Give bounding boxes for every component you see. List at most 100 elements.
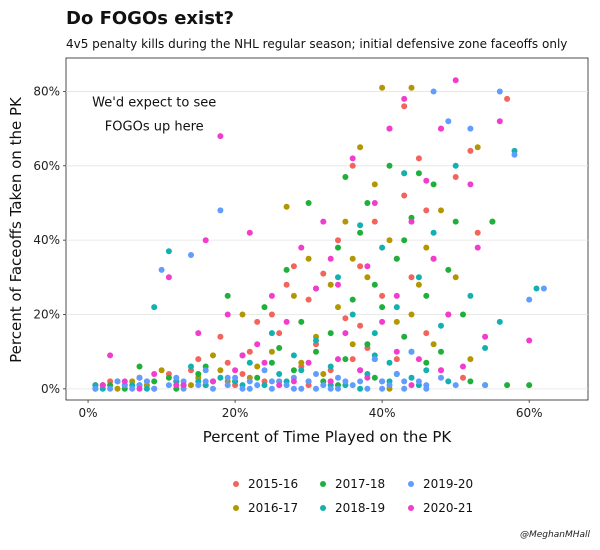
- data-point: [246, 378, 253, 385]
- data-point: [313, 371, 319, 377]
- data-point: [224, 382, 231, 389]
- data-point: [217, 333, 224, 340]
- data-point: [467, 378, 474, 385]
- data-point: [158, 367, 165, 374]
- data-point: [327, 385, 334, 392]
- data-point: [143, 385, 150, 392]
- data-point: [268, 330, 275, 337]
- annotation-line-1: We'd expect to see: [92, 95, 216, 110]
- data-point: [276, 330, 283, 337]
- data-point: [342, 315, 349, 322]
- data-point: [423, 359, 430, 366]
- data-point: [386, 237, 393, 244]
- x-tick-label: 40%: [369, 406, 396, 420]
- data-point: [357, 367, 364, 374]
- data-point: [114, 385, 121, 392]
- data-point: [305, 200, 312, 206]
- data-point: [268, 311, 275, 318]
- data-point: [349, 356, 356, 363]
- data-point: [415, 274, 422, 281]
- data-point: [232, 374, 239, 381]
- data-point: [467, 147, 474, 154]
- data-point: [313, 285, 319, 292]
- data-point: [327, 281, 334, 288]
- data-point: [408, 84, 415, 91]
- data-point: [335, 281, 341, 288]
- legend-label: 2020-21: [423, 501, 473, 515]
- legend-label: 2016-17: [248, 501, 298, 515]
- data-point: [246, 359, 253, 366]
- data-point: [195, 330, 202, 337]
- y-tick-label: 40%: [33, 233, 60, 247]
- data-point: [298, 244, 305, 251]
- data-point: [452, 162, 459, 169]
- chart-title: Do FOGOs exist?: [66, 8, 234, 29]
- data-point: [298, 367, 305, 374]
- data-point: [261, 382, 268, 389]
- legend-swatch: [320, 505, 326, 511]
- data-point: [423, 385, 430, 392]
- data-point: [511, 151, 518, 158]
- y-axis-title: Percent of Faceoffs Taken on the PK: [7, 96, 25, 363]
- data-point: [349, 382, 356, 389]
- data-point: [371, 281, 378, 288]
- data-point: [349, 155, 356, 162]
- data-point: [224, 374, 231, 381]
- data-point: [188, 382, 194, 389]
- data-point: [210, 352, 216, 359]
- legend-swatch: [408, 505, 414, 511]
- data-point: [165, 382, 172, 389]
- data-point: [188, 363, 194, 370]
- legend-label: 2018-19: [335, 501, 385, 515]
- data-point: [283, 266, 290, 273]
- data-point: [401, 103, 408, 110]
- legend-label: 2017-18: [335, 477, 385, 491]
- data-point: [379, 385, 386, 392]
- data-point: [217, 133, 224, 140]
- data-point: [173, 374, 180, 381]
- data-point: [408, 348, 415, 355]
- data-point: [423, 244, 430, 251]
- data-point: [371, 218, 378, 225]
- data-point: [290, 292, 297, 299]
- data-point: [496, 318, 503, 325]
- data-point: [482, 333, 489, 340]
- legend: 2015-16 2016-17 2017-18 2018-19 2019-20 2020-…: [233, 477, 473, 515]
- data-point: [430, 181, 437, 188]
- data-point: [254, 374, 261, 381]
- data-point: [357, 385, 364, 392]
- data-point: [254, 382, 261, 389]
- data-point: [386, 162, 393, 169]
- data-point: [210, 385, 216, 392]
- legend-swatch: [408, 481, 414, 487]
- data-point: [99, 382, 106, 389]
- data-point: [342, 356, 349, 363]
- data-point: [357, 229, 364, 236]
- data-point: [283, 203, 290, 210]
- data-point: [107, 352, 114, 359]
- data-point: [224, 311, 231, 318]
- data-point: [136, 363, 143, 370]
- data-point: [158, 266, 165, 273]
- data-point: [283, 382, 290, 389]
- data-point: [313, 348, 319, 355]
- data-point: [313, 385, 319, 392]
- data-point: [379, 304, 386, 311]
- y-tick-label: 60%: [33, 159, 60, 173]
- data-point: [305, 296, 312, 303]
- data-point: [335, 385, 341, 392]
- data-point: [415, 281, 422, 288]
- data-point: [460, 363, 466, 370]
- data-point: [254, 341, 261, 348]
- data-point: [261, 367, 268, 374]
- data-point: [445, 266, 452, 273]
- data-point: [327, 255, 334, 262]
- data-point: [393, 292, 400, 299]
- data-point: [452, 382, 459, 389]
- data-point: [217, 374, 224, 381]
- data-point: [540, 285, 547, 292]
- data-point: [195, 382, 202, 389]
- data-point: [335, 374, 341, 381]
- data-point: [305, 255, 312, 262]
- data-point: [136, 374, 143, 381]
